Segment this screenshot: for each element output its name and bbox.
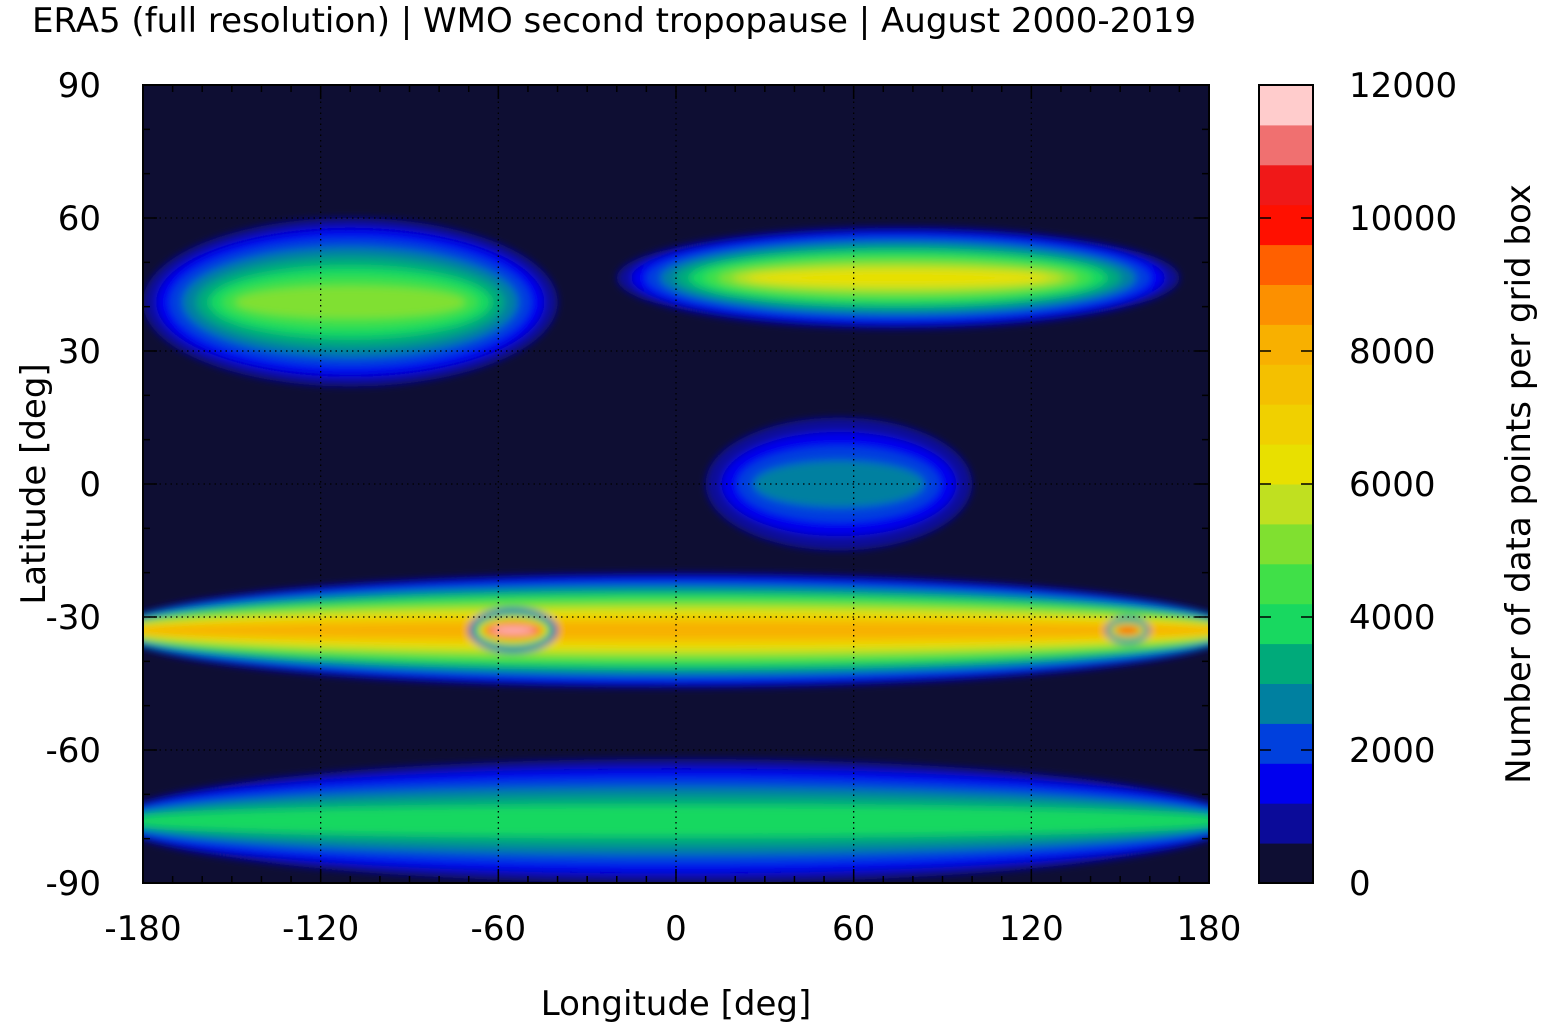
y-tick-label: 90	[58, 66, 101, 106]
colorbar-swatch	[1259, 523, 1313, 565]
colorbar-tick-label: 10000	[1349, 199, 1457, 239]
plot-area	[142, 84, 1210, 884]
colorbar-tick-label: 8000	[1349, 332, 1436, 372]
colorbar-swatch	[1259, 763, 1313, 804]
colorbar-tick-label: 4000	[1349, 598, 1436, 638]
x-tick-label: 180	[1177, 909, 1242, 949]
colorbar-swatch	[1259, 324, 1313, 365]
y-tick-label: -90	[45, 864, 101, 904]
colorbar	[1258, 84, 1314, 884]
y-tick-label: -60	[45, 731, 101, 771]
colorbar-swatch	[1259, 284, 1313, 325]
colorbar-swatch	[1259, 85, 1313, 126]
contour-1-level-10	[748, 270, 1049, 286]
colorbar-swatch	[1259, 204, 1313, 246]
contour-field	[143, 218, 1209, 883]
x-tick-label: -180	[104, 909, 181, 949]
colorbar-swatch	[1259, 444, 1313, 485]
contour-3-level-19	[491, 627, 536, 634]
x-tick-label: -120	[282, 909, 359, 949]
colorbar-swatch	[1259, 484, 1313, 525]
colorbar-swatch	[1259, 164, 1313, 206]
y-tick-label: -30	[45, 598, 101, 638]
contour-6-level-6	[143, 805, 1209, 836]
colorbar-swatch	[1259, 404, 1313, 445]
x-tick-label: 0	[665, 909, 687, 949]
y-tick-label: 0	[79, 465, 101, 505]
grid-lines	[143, 85, 1209, 883]
colorbar-swatch	[1259, 723, 1313, 764]
colorbar-tick-label: 2000	[1349, 731, 1436, 771]
colorbar-label: Number of data points per grid box	[1499, 184, 1539, 784]
y-axis: 90 60 30 0 -30 -60 -90	[45, 66, 101, 904]
x-axis: -180 -120 -60 0 60 120 180	[104, 909, 1241, 949]
x-tick-label: 60	[832, 909, 875, 949]
colorbar-swatch	[1259, 563, 1313, 605]
colorbar-swatch	[1259, 603, 1313, 645]
colorbar-swatch	[1259, 364, 1313, 405]
y-tick-label: 60	[58, 199, 101, 239]
colorbar-swatch	[1259, 683, 1313, 724]
contour-0-level-8	[235, 286, 465, 318]
colorbar-swatch	[1259, 244, 1313, 285]
colorbar-swatch	[1259, 803, 1313, 844]
colorbar-swatch	[1259, 124, 1313, 166]
minor-ticks	[142, 84, 1210, 884]
x-axis-label: Longitude [deg]	[541, 984, 812, 1024]
contour-5-level-4	[753, 460, 925, 508]
chart-title: ERA5 (full resolution) | WMO second trop…	[32, 1, 1196, 41]
colorbar-swatch	[1259, 843, 1313, 884]
colorbar-swatch	[1259, 643, 1313, 684]
contour-4-level-16	[1116, 627, 1139, 634]
colorbar-tick-label: 0	[1349, 864, 1371, 904]
colorbar-tick-label: 6000	[1349, 465, 1436, 505]
y-axis-label: Latitude [deg]	[14, 363, 54, 604]
colorbar-tick-label: 12000	[1349, 66, 1457, 106]
y-tick-label: 30	[58, 332, 101, 372]
x-tick-label: -60	[471, 909, 527, 949]
x-tick-label: 120	[999, 909, 1064, 949]
colorbar-ticks: 0 2000 4000 6000 8000 10000 12000	[1259, 66, 1457, 904]
